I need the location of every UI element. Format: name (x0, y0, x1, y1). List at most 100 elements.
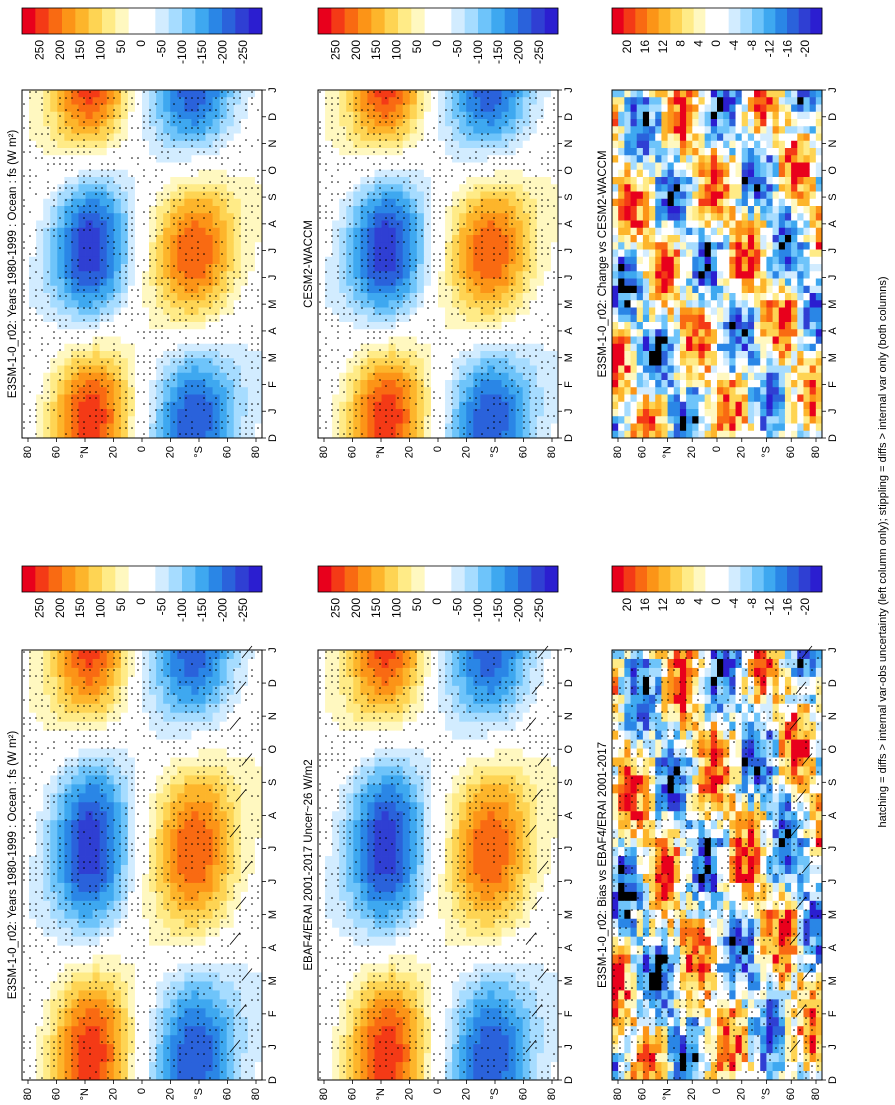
stipple-dot (41, 669, 43, 671)
stipple-dot (113, 97, 115, 99)
stipple-dot (29, 421, 31, 423)
stipple-dot (71, 373, 73, 375)
heatmap-cell (36, 1026, 44, 1036)
heatmap-cell (85, 1071, 93, 1081)
stipple-dot (161, 765, 163, 767)
heatmap-cell (149, 1062, 157, 1072)
heatmap-cell (254, 775, 263, 785)
stipple-dot (23, 115, 25, 117)
heatmap-cell (219, 685, 228, 696)
heatmap-cell (29, 1035, 37, 1045)
heatmap-cell (29, 372, 37, 381)
heatmap-cell (233, 148, 242, 156)
heatmap-cell (22, 784, 30, 794)
heatmap-cell (198, 999, 206, 1009)
colorbar-tick-label: 16 (638, 40, 652, 54)
stipple-dot (167, 741, 169, 743)
heatmap-cell (106, 721, 115, 732)
heatmap-cell (233, 784, 242, 794)
stipple-dot (179, 115, 181, 117)
heatmap-cell (240, 336, 249, 345)
heatmap-cell (205, 227, 213, 236)
stipple-dot (185, 163, 187, 165)
heatmap-cell (233, 873, 242, 884)
month-tick-label: M (267, 353, 279, 362)
heatmap-cell (149, 1053, 157, 1063)
heatmap-cell (22, 954, 30, 964)
heatmap-cell (191, 155, 199, 163)
heatmap-cell (85, 278, 93, 287)
stipple-dot (155, 753, 157, 755)
stipple-dot (191, 681, 193, 683)
heatmap-cell (184, 249, 192, 258)
heatmap-cell (99, 278, 108, 287)
heatmap-cell (219, 119, 228, 127)
heatmap-cell (226, 191, 235, 200)
stipple-dot (65, 235, 67, 237)
heatmap-cell (57, 784, 65, 794)
stipple-dot (53, 657, 55, 659)
heatmap-cell (78, 140, 86, 149)
stipple-dot (137, 711, 139, 713)
heatmap-cell (184, 766, 192, 776)
heatmap-cell (156, 307, 164, 316)
heatmap-cell (127, 430, 136, 439)
heatmap-cell (163, 954, 171, 964)
heatmap-cell (120, 140, 129, 149)
colorbar-swatch (235, 8, 249, 34)
heatmap-cell (226, 694, 235, 705)
colorbar-swatch (658, 8, 671, 34)
colorbar: 250 200 150 100 50 0 -50 -100 -150 -200 -250 (21, 7, 263, 64)
heatmap-cell (120, 703, 129, 714)
heatmap-cell (92, 177, 101, 185)
stipple-dot (41, 103, 43, 105)
stipple-dot (101, 409, 103, 411)
stipple-dot (251, 675, 253, 677)
stipple-dot (215, 433, 217, 435)
stipple-dot (161, 301, 163, 303)
stipple-dot (143, 271, 145, 273)
stipple-dot (149, 181, 151, 183)
heatmap-cell (99, 365, 108, 374)
heatmap-cell (22, 927, 30, 938)
stipple-dot (113, 789, 115, 791)
heatmap-cell (212, 936, 221, 947)
heatmap-cell (22, 856, 30, 866)
stipple-dot (233, 259, 235, 261)
heatmap-cell (43, 126, 51, 134)
stipple-dot (185, 301, 187, 303)
heatmap-cell (134, 847, 143, 857)
stipple-dot (29, 139, 31, 141)
stipple-dot (203, 403, 205, 405)
stipple-dot (101, 313, 103, 315)
heatmap-cell (106, 90, 115, 98)
heatmap-cell (191, 329, 199, 337)
stipple-dot (197, 759, 199, 761)
stipple-dot (257, 367, 259, 369)
stipple-dot (161, 133, 163, 135)
heatmap-cell (106, 963, 115, 973)
heatmap-cell (205, 820, 213, 830)
heatmap-cell (191, 658, 199, 669)
stipple-dot (113, 169, 115, 171)
stipple-dot (245, 421, 247, 423)
heatmap-cell (134, 409, 143, 417)
heatmap-cell (50, 213, 58, 221)
stipple-dot (119, 301, 121, 303)
stipple-dot (179, 355, 181, 357)
heatmap-cell (29, 1071, 37, 1081)
heatmap-cell (113, 430, 122, 439)
heatmap-cell (85, 1044, 93, 1054)
heatmap-cell (43, 416, 51, 424)
heatmap-cell (29, 694, 37, 705)
heatmap-cell (99, 703, 108, 714)
stipple-dot (77, 259, 79, 261)
stipple-dot (59, 771, 61, 773)
stipple-dot (65, 795, 67, 797)
heatmap-cell (57, 177, 65, 185)
stipple-dot (131, 789, 133, 791)
heatmap-cell (57, 235, 65, 243)
heatmap-cell (205, 865, 213, 875)
heatmap-cell (106, 891, 115, 902)
heatmap-cell (163, 999, 171, 1009)
